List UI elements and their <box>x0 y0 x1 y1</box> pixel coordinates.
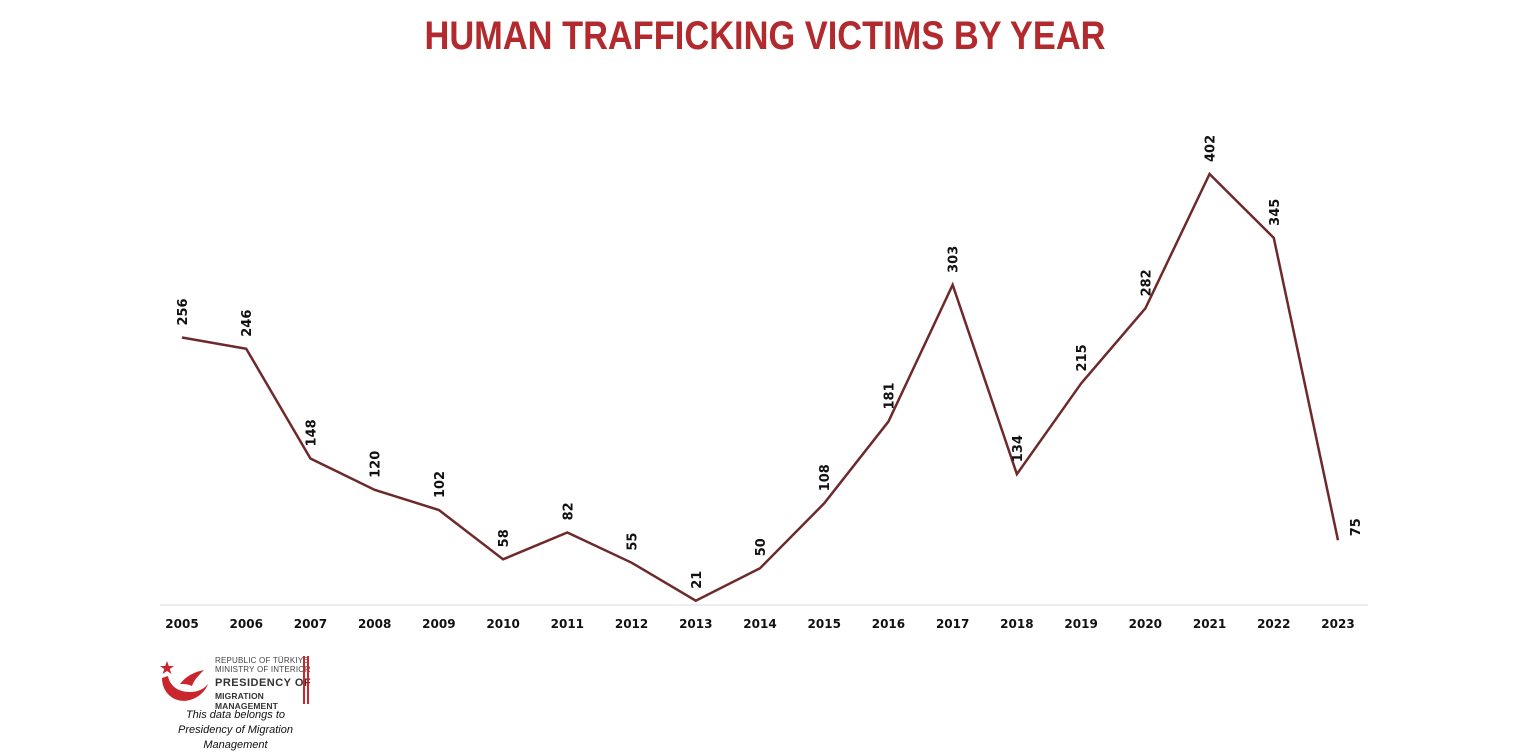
x-tick-label: 2022 <box>1257 617 1290 631</box>
bird-icon <box>180 670 204 686</box>
x-tick-label: 2013 <box>679 617 712 631</box>
x-tick-label: 2012 <box>615 617 648 631</box>
data-label: 246 <box>240 310 255 337</box>
series-line <box>181 171 1340 603</box>
data-credit: This data belongs to Presidency of Migra… <box>158 708 313 753</box>
x-tick-label: 2007 <box>294 617 327 631</box>
data-label: 102 <box>433 471 448 498</box>
x-tick-label: 2014 <box>743 617 776 631</box>
x-tick-label: 2015 <box>808 617 841 631</box>
data-label: 402 <box>1204 135 1219 162</box>
data-label: 181 <box>882 382 897 409</box>
data-label: 215 <box>1075 344 1090 371</box>
line-chart: 256 246 148 120 102 58 82 55 21 50 108 181 303 134 215… <box>160 135 1368 631</box>
x-tick-label: 2021 <box>1193 617 1226 631</box>
x-tick-label: 2005 <box>165 617 198 631</box>
x-tick-label: 2010 <box>486 617 519 631</box>
logo-line-2: MINISTRY OF INTERIOR <box>215 665 311 674</box>
credit-line-2: Presidency of Migration Management <box>178 724 293 751</box>
data-label: 256 <box>176 298 191 325</box>
x-tick-label: 2018 <box>1000 617 1033 631</box>
x-tick-label: 2019 <box>1064 617 1097 631</box>
crescent-icon <box>162 676 208 701</box>
data-label: 75 <box>1349 518 1364 536</box>
x-tick-label: 2009 <box>422 617 455 631</box>
data-label: 345 <box>1268 199 1283 226</box>
chart-title: HUMAN TRAFFICKING VICTIMS BY YEAR <box>424 14 1106 58</box>
data-label: 58 <box>497 529 512 547</box>
data-label: 108 <box>818 464 833 491</box>
x-tick-labels: 2005 2006 2007 2008 2009 2010 2011 2012 2013 2014… <box>165 617 1354 631</box>
logo-line-3: PRESIDENCY OF <box>215 677 312 689</box>
data-label: 55 <box>626 533 641 551</box>
x-tick-label: 2016 <box>872 617 905 631</box>
x-tick-label: 2006 <box>230 617 263 631</box>
data-label: 148 <box>304 419 319 446</box>
data-label: 82 <box>561 502 576 520</box>
crescent-star-bird-emblem-icon <box>160 661 208 701</box>
logo-line-1: REPUBLIC OF TÜRKIYE <box>215 656 309 665</box>
data-label: 303 <box>947 246 962 273</box>
data-label: 282 <box>1139 269 1154 296</box>
logo-divider <box>303 656 309 704</box>
logo: REPUBLIC OF TÜRKIYE MINISTRY OF INTERIOR… <box>158 654 318 744</box>
data-label: 120 <box>369 451 384 478</box>
credit-line-1: This data belongs to <box>185 709 286 721</box>
logo-line-4: MIGRATION MANAGEMENT <box>215 691 278 711</box>
x-tick-label: 2020 <box>1129 617 1162 631</box>
star-icon <box>160 661 174 674</box>
data-labels: 256 246 148 120 102 58 82 55 21 50 108 181 303 134 215… <box>176 135 1364 589</box>
x-tick-label: 2008 <box>358 617 391 631</box>
x-tick-label: 2017 <box>936 617 969 631</box>
data-label: 134 <box>1011 435 1026 462</box>
data-label: 50 <box>754 538 769 556</box>
x-tick-label: 2023 <box>1321 617 1354 631</box>
series-victims <box>181 171 1340 603</box>
data-label: 21 <box>690 571 705 589</box>
x-tick-label: 2011 <box>551 617 584 631</box>
